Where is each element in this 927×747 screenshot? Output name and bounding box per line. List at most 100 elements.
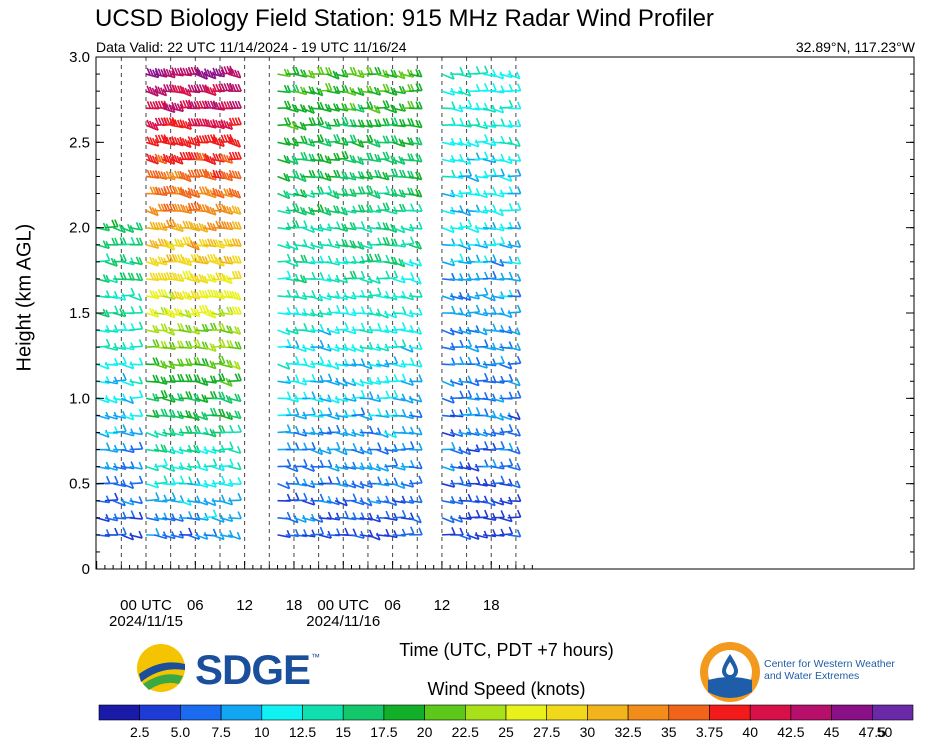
barb-staff <box>458 312 472 318</box>
barb-staff <box>359 517 373 521</box>
barb-staff <box>96 226 110 232</box>
barb-staff <box>491 329 505 333</box>
barb-feather <box>359 378 365 387</box>
barb-feather <box>466 88 472 97</box>
barb-staff <box>392 516 406 519</box>
barb-staff <box>408 73 422 78</box>
barb-staff <box>195 482 209 488</box>
barb-staff <box>408 89 423 92</box>
barb-feather <box>154 186 160 195</box>
barb-staff <box>326 346 340 353</box>
barb-feather <box>311 117 316 125</box>
wind-barb <box>186 273 201 284</box>
barb-feather <box>196 339 201 347</box>
wind-barb <box>408 410 423 419</box>
barb-feather <box>231 221 237 229</box>
barb-feather <box>327 67 333 75</box>
barb-staff <box>326 73 340 80</box>
barb-feather <box>366 67 371 75</box>
barb-feather <box>163 84 168 92</box>
barb-feather <box>319 66 325 75</box>
barb-staff <box>359 226 373 234</box>
wind-barb <box>293 357 308 366</box>
barb-feather <box>174 119 179 127</box>
wind-barb <box>490 105 505 114</box>
barb-feather <box>484 509 489 518</box>
barb-feather <box>168 104 173 112</box>
wind-barb <box>228 462 242 471</box>
wind-barb <box>499 70 513 79</box>
barb-feather <box>179 309 184 317</box>
barb-feather <box>195 84 201 92</box>
barb-staff <box>351 90 365 97</box>
barb-staff <box>277 73 291 78</box>
barb-staff <box>507 295 521 298</box>
barb-staff <box>351 124 365 128</box>
barb-feather <box>176 223 182 231</box>
barb-staff <box>343 380 356 387</box>
barb-feather <box>475 356 481 365</box>
wind-barb <box>228 424 242 434</box>
barb-feather <box>138 273 144 281</box>
barb-staff <box>293 209 307 216</box>
barb-feather <box>114 237 119 246</box>
barb-feather <box>149 154 154 163</box>
wind-barb <box>450 222 464 231</box>
barb-feather <box>220 273 226 281</box>
barb-feather <box>295 476 300 485</box>
x-tick-label: 00 UTC <box>317 597 369 614</box>
barb-staff <box>145 414 159 419</box>
barb-feather <box>215 272 220 281</box>
barb-feather <box>229 441 234 449</box>
barb-staff <box>507 516 521 519</box>
barb-staff <box>326 107 340 112</box>
barb-feather <box>220 444 226 453</box>
barb-feather <box>217 257 223 266</box>
barb-staff <box>458 465 472 471</box>
barb-staff <box>474 226 488 231</box>
barb-staff <box>409 107 423 110</box>
barb-staff <box>334 346 348 352</box>
barb-staff <box>145 517 159 522</box>
barb-feather <box>357 186 363 194</box>
barb-feather <box>198 186 204 194</box>
barb-staff <box>458 482 472 488</box>
barb-feather <box>484 459 489 467</box>
wind-barb <box>203 153 217 166</box>
wind-barb <box>170 153 184 165</box>
barb-staff <box>359 346 373 350</box>
wind-barb <box>474 530 489 539</box>
barb-feather <box>206 221 212 230</box>
barb-staff <box>384 362 398 365</box>
barb-feather <box>179 85 184 94</box>
barb-staff <box>178 363 192 367</box>
barb-staff <box>491 380 505 384</box>
barb-staff <box>112 482 126 488</box>
barb-feather <box>193 253 198 262</box>
barb-staff <box>466 534 480 541</box>
barb-staff <box>400 261 414 267</box>
barb-feather <box>130 287 136 296</box>
barb-staff <box>153 363 167 370</box>
barb-staff <box>154 396 168 400</box>
barb-feather <box>113 258 118 267</box>
wind-barb <box>408 171 423 181</box>
barb-feather <box>401 373 407 382</box>
wind-barb <box>228 476 242 485</box>
barb-feather <box>168 69 173 78</box>
barb-feather <box>418 359 423 368</box>
barb-feather <box>168 326 173 335</box>
barb-feather <box>226 188 231 197</box>
wind-barb <box>507 412 521 421</box>
barb-staff <box>499 158 513 165</box>
barb-feather <box>220 101 226 109</box>
barb-feather <box>283 155 288 163</box>
barb-feather <box>151 121 157 130</box>
barb-feather <box>516 256 522 265</box>
barb-feather <box>475 476 481 485</box>
barb-staff <box>293 346 307 353</box>
barb-feather <box>146 119 151 128</box>
barb-feather <box>294 407 300 416</box>
barb-feather <box>377 66 382 75</box>
barb-staff <box>384 431 397 439</box>
